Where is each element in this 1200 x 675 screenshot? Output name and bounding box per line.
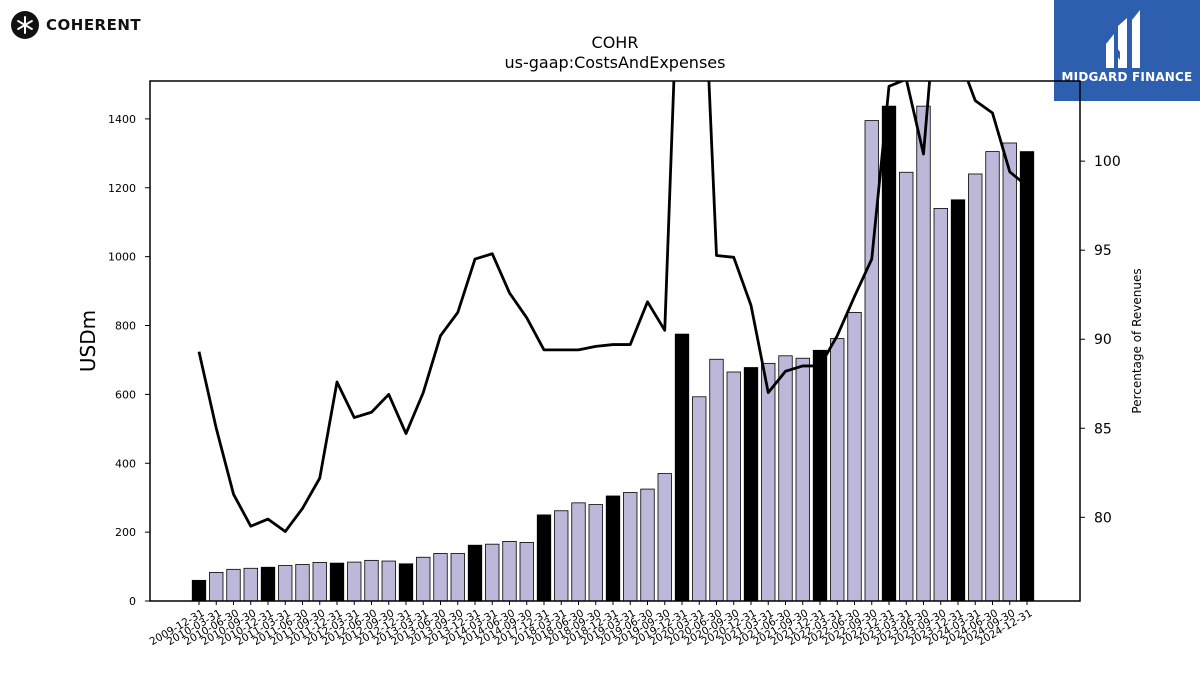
- y-tick-label-right: 100: [1094, 154, 1121, 170]
- bar-2010-12-31: [260, 566, 276, 602]
- axes-layer: 0200400600800100012001400808590951002009…: [108, 80, 1121, 648]
- chart-subtitle: us-gaap:CostsAndExpenses: [505, 53, 726, 72]
- bar-2024-09-30: [1002, 142, 1017, 602]
- bar-2013-03-31: [416, 556, 431, 602]
- bar-2018-12-31: [605, 495, 621, 602]
- coherent-starburst-icon: [11, 11, 39, 39]
- coherent-logo: COHERENT: [10, 10, 141, 40]
- y-tick-label-left: 1400: [108, 113, 136, 126]
- bar-2023-03-31: [899, 171, 914, 602]
- bar-2019-06-30: [640, 488, 655, 602]
- bar-2022-03-31: [830, 338, 845, 602]
- bar-2023-06-30: [916, 105, 931, 602]
- y-tick-label-right: 90: [1094, 332, 1112, 348]
- y-tick-label-left: 200: [115, 526, 136, 539]
- bar-2012-09-30: [381, 560, 396, 602]
- bar-2019-09-30: [657, 473, 672, 602]
- line-layer: [197, 81, 1028, 533]
- bar-2024-12-31: [1019, 151, 1035, 602]
- bar-2018-03-31: [554, 510, 569, 602]
- bar-2010-09-30: [243, 567, 258, 602]
- bar-2020-06-30: [709, 358, 724, 602]
- bar-2020-09-30: [726, 371, 741, 602]
- bar-2012-06-30: [364, 559, 379, 602]
- bar-2012-03-31: [347, 561, 362, 602]
- y-axis-label-right: Percentage of Revenues: [1130, 268, 1144, 413]
- bar-2010-06-30: [226, 568, 241, 602]
- bar-2009-12-31: [191, 579, 207, 602]
- y-tick-label-right: 85: [1094, 421, 1112, 437]
- bar-2013-09-30: [450, 553, 465, 602]
- bar-2021-12-31: [812, 349, 828, 602]
- bar-2011-09-30: [312, 562, 327, 602]
- bar-2020-03-31: [692, 396, 707, 602]
- bar-2024-06-30: [985, 151, 1000, 602]
- bar-2021-06-30: [778, 355, 793, 602]
- bar-2019-12-31: [674, 333, 690, 602]
- coherent-logo-text: COHERENT: [46, 16, 142, 34]
- bar-2021-09-30: [795, 357, 810, 602]
- plot-frame: [149, 80, 1081, 602]
- bars-layer: [191, 105, 1035, 602]
- midgard-finance-logo: MIDGARD FINANCE: [1054, 0, 1200, 101]
- bar-2013-06-30: [433, 553, 448, 602]
- bar-2020-12-31: [743, 367, 759, 602]
- bar-2024-03-31: [968, 173, 983, 602]
- percentage-line: [197, 81, 1028, 533]
- bar-2012-12-31: [398, 563, 414, 602]
- bar-2018-09-30: [588, 504, 603, 602]
- bar-2021-03-31: [761, 362, 776, 602]
- bar-2013-12-31: [467, 544, 483, 602]
- chart-title: COHR: [592, 33, 639, 52]
- y-tick-label-left: 1000: [108, 251, 136, 264]
- y-tick-label-right: 95: [1094, 243, 1112, 259]
- bar-2017-12-31: [536, 514, 552, 602]
- bar-2014-06-30: [502, 541, 517, 602]
- bar-2011-12-31: [329, 562, 345, 602]
- bar-2023-09-30: [933, 208, 948, 602]
- y-tick-label-right: 80: [1094, 510, 1112, 526]
- y-tick-label-left: 0: [129, 595, 136, 608]
- midgard-m-icon: [1106, 10, 1140, 68]
- bar-2014-09-30: [519, 542, 534, 602]
- bar-2011-03-31: [278, 565, 293, 602]
- bar-2018-06-30: [571, 502, 586, 602]
- y-axis-label-left: USDm: [76, 310, 100, 372]
- bar-2023-12-31: [950, 199, 966, 602]
- bar-2022-09-30: [864, 120, 879, 602]
- midgard-finance-text: MIDGARD FINANCE: [1061, 70, 1193, 84]
- bar-2022-12-31: [881, 105, 897, 602]
- bar-2019-03-31: [623, 492, 638, 602]
- y-tick-label-left: 1200: [108, 182, 136, 195]
- bar-2022-06-30: [847, 312, 862, 602]
- y-tick-label-left: 400: [115, 457, 136, 470]
- y-tick-label-left: 800: [115, 320, 136, 333]
- bar-2010-03-31: [209, 572, 224, 602]
- bar-2014-03-31: [485, 543, 500, 602]
- y-tick-label-left: 600: [115, 388, 136, 401]
- bar-2011-06-30: [295, 564, 310, 602]
